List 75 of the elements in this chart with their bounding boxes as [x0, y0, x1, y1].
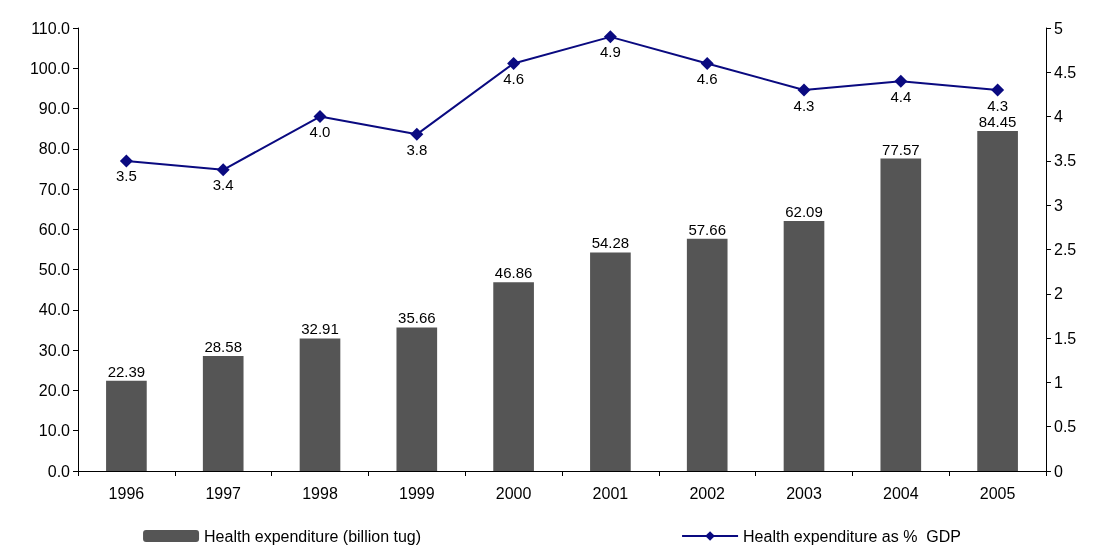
bar	[783, 220, 825, 471]
x-tick-label: 1996	[108, 484, 145, 502]
bar	[299, 338, 341, 471]
bar	[493, 282, 534, 471]
y-tick-label: 80.0	[38, 140, 71, 158]
bar	[396, 327, 438, 471]
x-tick-label: 2004	[883, 484, 919, 502]
bar	[106, 380, 147, 471]
data-label: 57.66	[688, 220, 726, 238]
point	[119, 154, 133, 168]
legend-label: Health expenditure (billion tug)	[204, 527, 422, 545]
data-label: 3.4	[212, 176, 234, 194]
point	[313, 110, 327, 124]
bar	[686, 238, 728, 471]
y2-tick-label: 2	[1054, 285, 1063, 303]
point	[410, 127, 424, 141]
data-label: 4.6	[503, 69, 525, 87]
data-label: 4.9	[599, 43, 621, 61]
data-label: 4.3	[793, 96, 815, 114]
x-tick-label: 1998	[302, 484, 338, 502]
y2-tick-label: 3	[1054, 196, 1063, 214]
y2-tick-label: 4	[1054, 108, 1063, 126]
x-tick-label: 2000	[495, 484, 532, 502]
data-label: 3.8	[406, 140, 428, 158]
x-tick-label: 1999	[399, 484, 435, 502]
data-label: 4.3	[987, 96, 1009, 114]
y2-tick-label: 0	[1054, 462, 1063, 480]
point	[797, 83, 811, 97]
data-label: 4.6	[696, 69, 718, 87]
bar	[202, 355, 244, 471]
y2-tick-label: 2.5	[1054, 241, 1077, 258]
point	[991, 83, 1005, 97]
x-tick-label: 1997	[205, 484, 242, 502]
y-tick-label: 20.0	[38, 381, 71, 399]
data-label: 28.58	[204, 337, 242, 355]
data-label: 46.86	[494, 264, 533, 282]
y-tick-label: 60.0	[38, 220, 71, 238]
y2-tick-label: 1.5	[1054, 329, 1077, 347]
y2-tick-label: 0.5	[1054, 418, 1077, 436]
data-label: 84.45	[978, 112, 1017, 130]
data-label: 54.28	[591, 234, 630, 252]
data-label: 4.4	[890, 87, 912, 105]
y2-tick-label: 5	[1054, 19, 1063, 37]
bar	[590, 252, 631, 471]
y2-tick-label: 4.5	[1054, 63, 1077, 81]
x-tick-label: 2005	[979, 484, 1016, 502]
y-tick-label: 0.0	[47, 462, 71, 480]
data-label: 77.57	[882, 140, 920, 158]
y2-tick-label: 1	[1054, 373, 1063, 391]
point	[603, 30, 617, 44]
data-label: 22.39	[107, 362, 146, 380]
point	[700, 56, 714, 70]
y-tick-label: 10.0	[38, 422, 71, 440]
y2-tick-label: 3.5	[1054, 152, 1077, 170]
data-label: 62.09	[785, 202, 823, 220]
data-label: 35.66	[398, 309, 436, 327]
data-label: 32.91	[301, 320, 339, 338]
y-tick-label: 30.0	[38, 341, 71, 359]
y-tick-label: 100.0	[29, 59, 71, 77]
point	[507, 56, 521, 70]
bar	[977, 130, 1018, 471]
y-tick-label: 70.0	[38, 180, 71, 198]
data-label: 4.0	[309, 123, 331, 141]
y-tick-label: 90.0	[38, 100, 71, 118]
x-tick-label: 2002	[689, 484, 726, 502]
x-tick-label: 2003	[786, 484, 822, 502]
bar	[880, 158, 922, 471]
legend-label: Health expenditure as % GDP	[743, 527, 961, 545]
point	[894, 74, 908, 88]
y-tick-label: 40.0	[38, 301, 71, 319]
y-tick-label: 50.0	[38, 261, 71, 279]
x-tick-label: 2001	[592, 484, 629, 502]
y-tick-label: 110.0	[31, 19, 71, 37]
data-label: 3.5	[115, 167, 137, 185]
point	[216, 163, 230, 177]
